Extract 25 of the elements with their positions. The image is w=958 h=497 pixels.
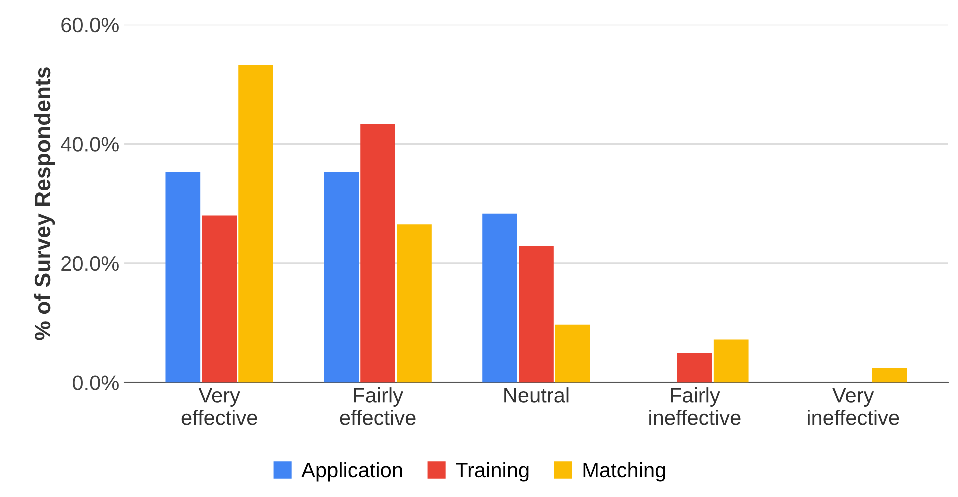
bar [397,224,432,383]
legend-label: Matching [584,462,666,482]
bar [714,340,749,383]
y-tick-label: 20.0% [62,256,119,272]
x-tick-label: Very effective [182,388,258,426]
bar [166,172,201,383]
bar [555,324,590,383]
x-tick-label: Very ineffective [808,388,900,426]
bar [872,368,908,383]
y-axis-title: % of Survey Respondents [34,68,56,340]
bar [677,353,712,383]
bar [324,172,360,383]
bar [482,214,518,383]
bar [238,65,274,383]
bar [360,124,396,383]
x-tick-label: Fairly effective [340,388,416,426]
legend-label: Application [302,462,402,482]
bar [202,216,238,383]
x-tick-label: Neutral [504,388,569,403]
y-tick-label: 60.0% [62,18,119,33]
legend-label: Training [456,462,529,482]
y-tick-label: 0.0% [73,376,119,390]
y-tick-label: 40.0% [61,137,119,152]
x-tick-label: Fairly ineffective [650,388,741,426]
bar [519,246,554,383]
